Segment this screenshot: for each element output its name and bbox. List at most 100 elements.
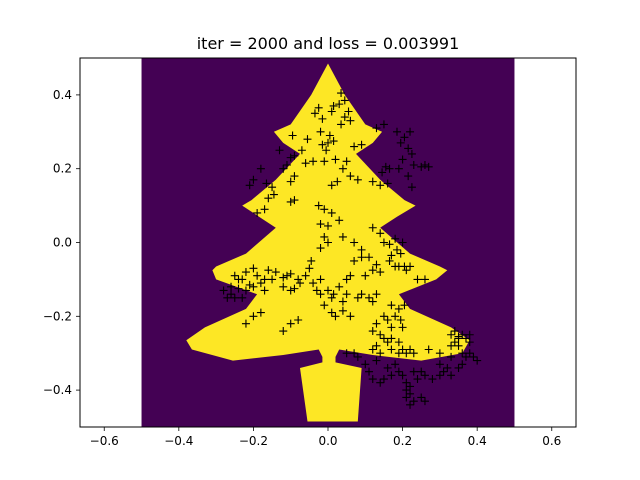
data-point — [420, 397, 429, 406]
data-point — [398, 345, 407, 354]
data-point — [409, 397, 418, 406]
data-point — [316, 127, 325, 136]
data-point — [368, 266, 377, 275]
data-point — [279, 327, 288, 336]
data-point — [394, 164, 403, 173]
data-point — [394, 338, 403, 347]
data-point — [337, 120, 346, 129]
data-point — [454, 363, 463, 372]
data-point — [387, 301, 396, 310]
data-point — [398, 371, 407, 380]
data-point — [335, 216, 344, 225]
data-point — [294, 275, 303, 284]
data-point — [268, 275, 277, 284]
data-point — [338, 306, 347, 315]
data-point — [372, 260, 381, 269]
data-point — [404, 144, 413, 153]
data-point — [342, 349, 351, 358]
data-point — [350, 349, 359, 358]
data-point — [288, 131, 297, 140]
data-point — [372, 319, 381, 328]
data-point — [409, 367, 418, 376]
data-point — [338, 232, 347, 241]
data-point — [385, 164, 394, 173]
data-point — [368, 297, 377, 306]
data-point — [279, 282, 288, 291]
data-point — [260, 205, 269, 214]
data-point — [400, 301, 409, 310]
data-point — [398, 238, 407, 247]
data-point — [398, 155, 407, 164]
data-point — [406, 127, 415, 136]
data-point — [368, 327, 377, 336]
data-point — [381, 162, 390, 171]
data-point — [424, 162, 433, 171]
data-point — [406, 389, 415, 398]
data-point — [346, 271, 355, 280]
data-point — [447, 371, 456, 380]
data-point — [450, 327, 459, 336]
data-point — [290, 172, 299, 181]
data-point — [262, 179, 271, 188]
data-point — [454, 334, 463, 343]
data-point — [447, 352, 456, 361]
data-point — [404, 172, 413, 181]
data-point — [269, 190, 278, 199]
data-point — [256, 164, 265, 173]
data-point — [420, 275, 429, 284]
data-point — [256, 308, 265, 317]
data-point — [396, 249, 405, 258]
data-point — [296, 279, 305, 288]
data-point — [327, 181, 336, 190]
data-point — [447, 341, 456, 350]
data-point — [391, 312, 400, 321]
data-point — [406, 262, 415, 271]
data-point — [361, 271, 370, 280]
data-point — [353, 293, 362, 302]
data-point — [357, 245, 366, 254]
data-point — [318, 114, 327, 123]
data-point — [417, 162, 426, 171]
data-point — [324, 221, 332, 230]
data-point — [376, 229, 385, 238]
data-point — [402, 349, 411, 358]
data-point — [378, 168, 387, 177]
data-point — [458, 330, 467, 339]
data-point — [379, 334, 388, 343]
data-point — [413, 275, 422, 284]
data-point — [420, 371, 429, 380]
data-point — [372, 341, 381, 350]
data-point — [338, 164, 347, 173]
data-point — [379, 120, 388, 129]
data-point — [241, 286, 250, 295]
data-point — [368, 177, 377, 186]
data-point — [324, 238, 332, 247]
data-point — [409, 349, 418, 358]
y-tick-label: 0.0 — [53, 236, 72, 250]
data-point — [439, 367, 448, 376]
x-tick-label: 0.0 — [318, 434, 337, 448]
data-point — [379, 312, 388, 321]
data-point — [282, 161, 291, 170]
data-point — [327, 293, 336, 302]
data-point — [450, 338, 459, 347]
data-point — [268, 183, 277, 192]
data-point — [383, 363, 392, 372]
data-point — [331, 312, 340, 321]
data-point — [316, 290, 325, 299]
data-point — [305, 264, 314, 273]
data-point — [417, 393, 426, 402]
data-point — [320, 232, 329, 241]
data-point — [465, 349, 474, 358]
data-point — [286, 319, 295, 328]
data-point — [312, 286, 321, 295]
data-point — [279, 164, 288, 173]
x-tick-label: 0.4 — [468, 434, 487, 448]
data-point — [376, 378, 385, 387]
y-tick-label: 0.2 — [53, 162, 72, 176]
data-point — [398, 323, 407, 332]
data-point — [365, 253, 374, 262]
x-tick-label: 0.6 — [542, 434, 561, 448]
data-point — [350, 142, 359, 151]
data-point — [435, 360, 444, 369]
